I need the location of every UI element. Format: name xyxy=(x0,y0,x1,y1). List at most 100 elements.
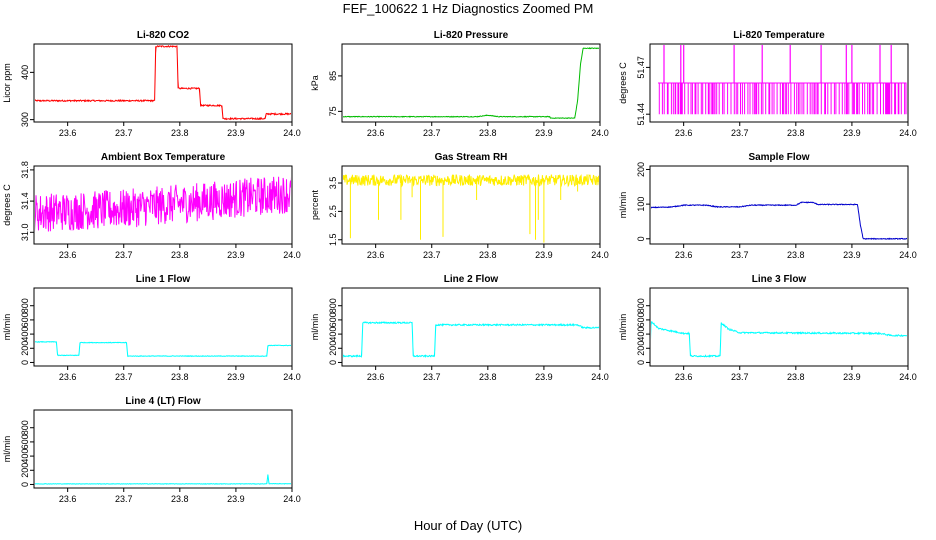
panel-title: Sample Flow xyxy=(748,152,809,163)
y-tick-label: 200 xyxy=(636,162,646,177)
x-tick-label: 23.7 xyxy=(731,372,749,382)
y-axis-label: ml/min xyxy=(2,436,12,463)
y-tick-label: 200 xyxy=(328,341,338,356)
series-line xyxy=(651,201,907,241)
x-tick-label: 23.7 xyxy=(423,372,441,382)
x-tick-label: 23.9 xyxy=(535,128,553,138)
y-tick-label: 800 xyxy=(20,298,30,313)
series-line xyxy=(343,47,599,120)
x-tick-label: 23.8 xyxy=(787,372,805,382)
x-tick-label: 24.0 xyxy=(591,250,609,260)
plot-frame xyxy=(341,43,601,123)
plot-frame xyxy=(33,287,293,367)
y-tick-label: 31.4 xyxy=(20,192,30,210)
plot-frame xyxy=(341,287,601,367)
y-tick-label: 400 xyxy=(20,327,30,342)
panel-7: Line 1 Flow 23.6 23.7 23.8 23.9 24.0 0 20040060… xyxy=(2,274,301,382)
x-tick-label: 24.0 xyxy=(283,128,301,138)
x-tick-label: 23.6 xyxy=(675,128,693,138)
x-tick-label: 23.7 xyxy=(115,494,133,504)
x-tick-label: 23.8 xyxy=(171,372,189,382)
x-tick-label: 23.6 xyxy=(675,250,693,260)
x-tick-label: 23.9 xyxy=(843,250,861,260)
x-tick-label: 23.8 xyxy=(479,128,497,138)
x-tick-label: 23.6 xyxy=(675,372,693,382)
panel-title: Ambient Box Temperature xyxy=(101,152,226,163)
y-tick-label: 0 xyxy=(20,482,30,487)
x-tick-label: 23.9 xyxy=(227,494,245,504)
series-line xyxy=(35,340,291,358)
panel-5: Gas Stream RH 23.6 23.7 23.8 23.9 24.0 1.5 2.5 3… xyxy=(310,152,609,260)
y-tick-label: 0 xyxy=(636,236,646,241)
x-tick-label: 23.6 xyxy=(367,372,385,382)
x-tick-label: 23.6 xyxy=(59,372,77,382)
y-tick-label: 0 xyxy=(636,360,646,365)
plot-frame xyxy=(33,43,293,123)
x-tick-label: 24.0 xyxy=(591,128,609,138)
plot-frame xyxy=(33,165,293,245)
x-tick-label: 23.8 xyxy=(171,494,189,504)
series-line xyxy=(658,82,907,115)
y-axis-label: degrees C xyxy=(618,62,628,104)
x-tick-label: 23.7 xyxy=(115,372,133,382)
x-tick-label: 24.0 xyxy=(283,494,301,504)
y-tick-label: 0 xyxy=(328,360,338,365)
y-tick-label: 600 xyxy=(20,434,30,449)
y-axis-label: degrees C xyxy=(2,184,12,226)
y-tick-label: 75 xyxy=(328,106,338,116)
x-tick-label: 23.9 xyxy=(227,128,245,138)
y-tick-label: 800 xyxy=(328,298,338,313)
y-axis-label: ml/min xyxy=(618,314,628,341)
y-tick-label: 2.5 xyxy=(328,205,338,218)
y-axis-label: ml/min xyxy=(618,192,628,219)
plot-frame xyxy=(649,165,909,245)
y-tick-label: 800 xyxy=(636,298,646,313)
x-tick-label: 24.0 xyxy=(283,372,301,382)
x-tick-label: 23.9 xyxy=(535,250,553,260)
y-tick-label: 200 xyxy=(20,341,30,356)
y-tick-label: 200 xyxy=(636,341,646,356)
x-tick-label: 24.0 xyxy=(591,372,609,382)
y-tick-label: 200 xyxy=(20,463,30,478)
figure-xlabel: Hour of Day (UTC) xyxy=(413,518,523,533)
series-line xyxy=(35,45,291,121)
panel-title: Li-820 CO2 xyxy=(137,30,190,41)
x-tick-label: 23.8 xyxy=(787,250,805,260)
x-tick-label: 23.7 xyxy=(731,128,749,138)
panel-2: Li-820 Pressure 23.6 23.7 23.8 23.9 24.0 75 85 k… xyxy=(310,30,609,138)
y-tick-label: 100 xyxy=(636,197,646,212)
x-tick-label: 23.7 xyxy=(423,128,441,138)
series-line xyxy=(343,321,599,359)
x-tick-label: 24.0 xyxy=(899,250,917,260)
panel-title: Li-820 Pressure xyxy=(434,30,509,41)
plot-frame xyxy=(649,287,909,367)
y-tick-label: 400 xyxy=(20,449,30,464)
y-tick-label: 300 xyxy=(20,112,30,127)
y-tick-label: 0 xyxy=(20,360,30,365)
series-line xyxy=(35,474,291,485)
plot-frame xyxy=(33,409,293,489)
y-tick-label: 51.47 xyxy=(636,56,646,79)
y-axis-label: kPa xyxy=(310,75,320,91)
y-tick-label: 600 xyxy=(636,312,646,327)
y-axis-label: ml/min xyxy=(310,314,320,341)
x-tick-label: 23.7 xyxy=(423,250,441,260)
panel-title: Line 1 Flow xyxy=(136,274,191,285)
panel-title: Line 4 (LT) Flow xyxy=(125,396,201,407)
x-tick-label: 23.9 xyxy=(843,128,861,138)
y-axis-label: Licor ppm xyxy=(2,63,12,103)
panel-title: Li-820 Temperature xyxy=(733,30,825,41)
y-tick-label: 800 xyxy=(20,420,30,435)
x-tick-label: 23.8 xyxy=(479,250,497,260)
y-tick-label: 51.44 xyxy=(636,103,646,126)
x-tick-label: 24.0 xyxy=(283,250,301,260)
x-tick-label: 24.0 xyxy=(899,128,917,138)
y-tick-label: 400 xyxy=(636,327,646,342)
series-line xyxy=(651,321,907,358)
x-tick-label: 23.9 xyxy=(843,372,861,382)
panel-title: Gas Stream RH xyxy=(435,152,508,163)
x-tick-label: 23.8 xyxy=(171,250,189,260)
panel-9: Line 3 Flow 23.6 23.7 23.8 23.9 24.0 0 20040060… xyxy=(618,274,917,382)
